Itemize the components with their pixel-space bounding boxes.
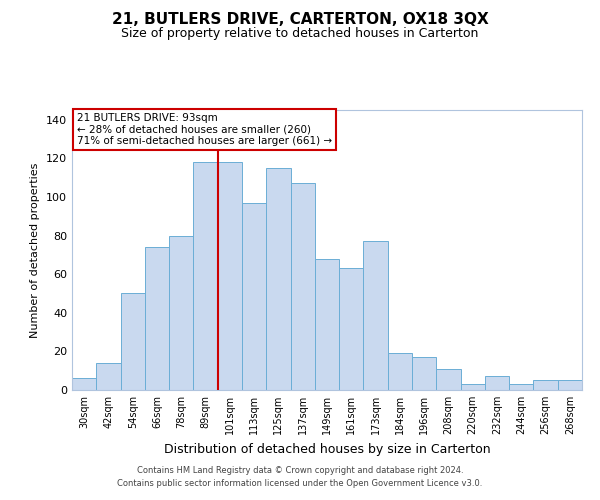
Text: 21 BUTLERS DRIVE: 93sqm
← 28% of detached houses are smaller (260)
71% of semi-d: 21 BUTLERS DRIVE: 93sqm ← 28% of detache… (77, 113, 332, 146)
Bar (364, 242, 388, 390)
Bar (461, 384, 485, 390)
Bar (509, 384, 533, 390)
X-axis label: Distribution of detached houses by size in Carterton: Distribution of detached houses by size … (164, 442, 490, 456)
Y-axis label: Number of detached properties: Number of detached properties (31, 162, 40, 338)
Bar (218, 162, 242, 390)
Bar (72, 378, 96, 390)
Bar (388, 354, 412, 390)
Bar (290, 184, 315, 390)
Bar (485, 376, 509, 390)
Bar (145, 247, 169, 390)
Bar (412, 357, 436, 390)
Text: 21, BUTLERS DRIVE, CARTERTON, OX18 3QX: 21, BUTLERS DRIVE, CARTERTON, OX18 3QX (112, 12, 488, 28)
Bar (193, 162, 218, 390)
Bar (96, 363, 121, 390)
Text: Contains HM Land Registry data © Crown copyright and database right 2024.
Contai: Contains HM Land Registry data © Crown c… (118, 466, 482, 487)
Bar (169, 236, 193, 390)
Bar (121, 294, 145, 390)
Bar (242, 202, 266, 390)
Bar (315, 258, 339, 390)
Bar (266, 168, 290, 390)
Text: Size of property relative to detached houses in Carterton: Size of property relative to detached ho… (121, 28, 479, 40)
Bar (339, 268, 364, 390)
Bar (533, 380, 558, 390)
Bar (436, 369, 461, 390)
Bar (558, 380, 582, 390)
